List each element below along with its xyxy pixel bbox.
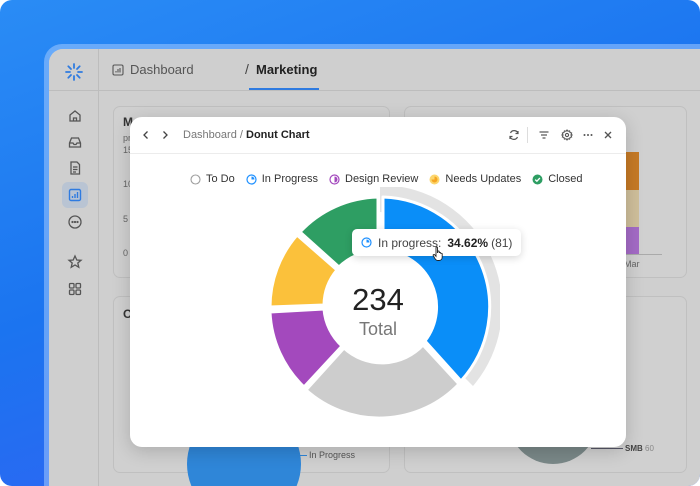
design-review-status-icon — [329, 173, 340, 185]
refresh-icon — [509, 130, 519, 140]
divider — [49, 90, 99, 91]
legend-label: In Progress — [261, 173, 318, 185]
y-tick: 5 — [123, 214, 129, 224]
toolbar-divider — [527, 127, 528, 143]
donut-segment-needs-updates[interactable] — [268, 233, 339, 309]
donut-total-value: 234 — [352, 282, 404, 317]
chart-tooltip: In progress: 34.62% (81) — [352, 229, 522, 256]
legend-label: Needs Updates — [445, 173, 522, 185]
tooltip-label: In progress: — [378, 235, 442, 250]
legend-label: Design Review — [345, 173, 419, 185]
needs-updates-status-icon — [429, 174, 440, 184]
donut-chart-modal: Dashboard / Donut Chart To Do — [130, 117, 626, 447]
leader-line — [291, 455, 307, 456]
leader-line — [591, 448, 623, 449]
sidebar-item-dashboards[interactable] — [62, 182, 88, 208]
pie-label: In Progress — [309, 450, 356, 460]
sidebar-item-home[interactable] — [62, 103, 88, 129]
active-tab-indicator — [249, 88, 319, 90]
in-progress-status-icon — [246, 173, 257, 185]
home-icon — [69, 110, 81, 122]
sidebar-item-favorites[interactable] — [62, 249, 88, 275]
logo-icon — [65, 63, 83, 81]
in-progress-status-icon — [361, 237, 372, 248]
legend-item-closed[interactable]: Closed — [532, 173, 582, 185]
close-icon — [604, 131, 612, 139]
y-tick: 15 — [123, 145, 134, 155]
chevron-right-icon — [163, 131, 168, 139]
sidebar-item-more[interactable] — [62, 209, 88, 235]
sidebar — [49, 49, 99, 486]
inbox-icon — [68, 137, 82, 148]
more-circle-icon — [68, 215, 82, 229]
settings-button[interactable] — [560, 128, 574, 142]
legend-item-in-progress[interactable]: In Progress — [246, 173, 318, 185]
refresh-button[interactable] — [507, 128, 521, 142]
todo-status-icon — [190, 173, 201, 185]
star-icon — [67, 254, 83, 269]
chart-legend: To Do In Progress Design Review Needs Up… — [190, 173, 582, 185]
legend-label: To Do — [206, 173, 235, 185]
filter-icon — [539, 131, 549, 139]
pie-label: SMB — [625, 444, 643, 453]
legend-item-needs-updates[interactable]: Needs Updates — [429, 173, 521, 185]
legend-label: Closed — [548, 173, 583, 185]
closed-status-icon — [532, 174, 543, 184]
bg-card-title: O — [123, 307, 133, 321]
modal-breadcrumb-separator: / — [236, 129, 246, 141]
chevron-left-icon — [143, 131, 148, 139]
legend-item-to-do[interactable]: To Do — [190, 173, 235, 185]
breadcrumb-current[interactable]: Marketing — [256, 62, 318, 77]
filter-button[interactable] — [537, 128, 551, 142]
modal-header: Dashboard / Donut Chart — [130, 117, 626, 154]
chart-icon — [68, 188, 82, 202]
modal-breadcrumb-root[interactable]: Dashboard — [183, 129, 237, 141]
legend-item-design-review[interactable]: Design Review — [329, 173, 418, 185]
dashboard-icon — [112, 63, 124, 76]
modal-breadcrumb: Dashboard / Donut Chart — [183, 129, 310, 141]
pie-value: 60 — [645, 444, 654, 453]
hand-cursor-icon — [432, 246, 443, 261]
forward-button[interactable] — [158, 128, 172, 142]
document-icon — [70, 161, 81, 175]
tooltip-count: (81) — [491, 235, 513, 250]
close-button[interactable] — [601, 128, 615, 142]
x-tick: Mar — [624, 259, 640, 269]
breadcrumb-separator: / — [245, 61, 249, 77]
axis-line — [617, 254, 662, 255]
donut-segment-to-do[interactable] — [304, 343, 461, 420]
donut-segment-design-review[interactable] — [268, 307, 344, 389]
breadcrumb-root-label: Dashboard — [130, 62, 194, 77]
tooltip-percent: 34.62% — [447, 235, 489, 250]
settings-icon — [561, 129, 573, 141]
y-tick: 10 — [123, 179, 134, 189]
modal-breadcrumb-current: Donut Chart — [246, 129, 310, 141]
breadcrumb-root[interactable]: Dashboard — [112, 62, 194, 77]
back-button[interactable] — [139, 128, 153, 142]
more-options-button[interactable] — [581, 128, 595, 142]
y-tick: 0 — [123, 248, 129, 258]
more-icon — [583, 134, 593, 136]
sidebar-item-docs[interactable] — [62, 155, 88, 181]
sidebar-item-inbox[interactable] — [62, 129, 88, 155]
sidebar-item-apps[interactable] — [62, 276, 88, 302]
bg-card-subtitle: pr — [123, 133, 132, 143]
donut-total-label: Total — [358, 319, 398, 339]
apps-grid-icon — [68, 282, 82, 296]
top-bar: Dashboard / Marketing — [99, 49, 700, 91]
